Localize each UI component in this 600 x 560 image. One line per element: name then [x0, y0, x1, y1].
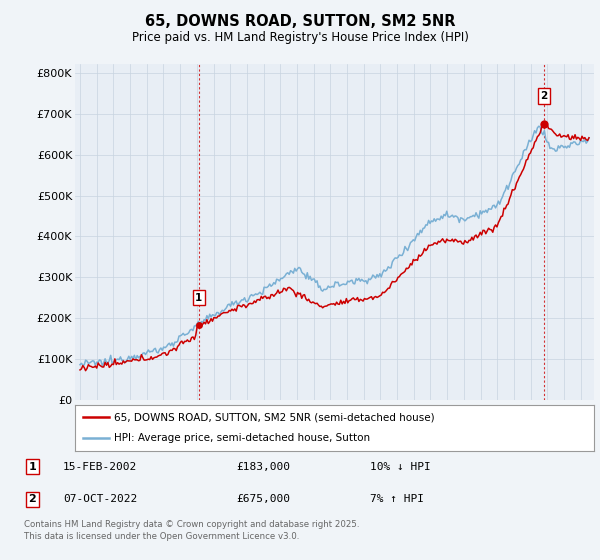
Text: 07-OCT-2022: 07-OCT-2022 [63, 494, 137, 505]
Text: 10% ↓ HPI: 10% ↓ HPI [370, 461, 431, 472]
Text: 1: 1 [195, 292, 202, 302]
Text: HPI: Average price, semi-detached house, Sutton: HPI: Average price, semi-detached house,… [114, 433, 370, 444]
Text: £675,000: £675,000 [236, 494, 290, 505]
Text: 2: 2 [28, 494, 36, 505]
Text: 1: 1 [28, 461, 36, 472]
Text: £183,000: £183,000 [236, 461, 290, 472]
Text: Price paid vs. HM Land Registry's House Price Index (HPI): Price paid vs. HM Land Registry's House … [131, 31, 469, 44]
Text: 15-FEB-2002: 15-FEB-2002 [63, 461, 137, 472]
Text: 7% ↑ HPI: 7% ↑ HPI [370, 494, 424, 505]
Text: 2: 2 [540, 91, 547, 101]
Text: 65, DOWNS ROAD, SUTTON, SM2 5NR (semi-detached house): 65, DOWNS ROAD, SUTTON, SM2 5NR (semi-de… [114, 412, 434, 422]
Text: Contains HM Land Registry data © Crown copyright and database right 2025.
This d: Contains HM Land Registry data © Crown c… [24, 520, 359, 541]
Text: 65, DOWNS ROAD, SUTTON, SM2 5NR: 65, DOWNS ROAD, SUTTON, SM2 5NR [145, 14, 455, 29]
